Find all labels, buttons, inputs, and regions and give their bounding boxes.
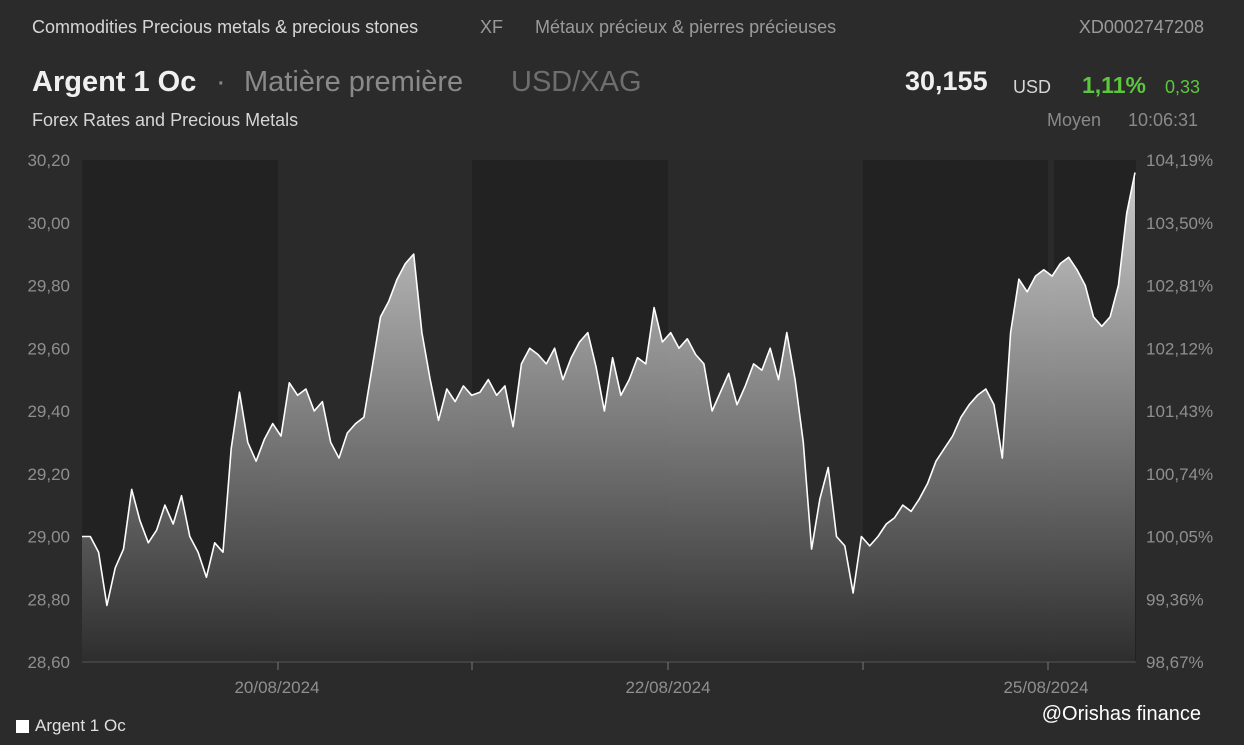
x-tick-label: 20/08/2024 [234, 678, 319, 697]
y-tick-label-right: 101,43% [1146, 402, 1213, 421]
y-tick-label-right: 99,36% [1146, 590, 1204, 609]
series-line [82, 172, 1136, 607]
watermark: @Orishas finance [1041, 703, 1201, 725]
price-area [82, 172, 1136, 662]
y-tick-label: 30,00 [27, 214, 70, 233]
currency-pair: USD/XAG [511, 66, 642, 98]
last-price: 30,155 [905, 66, 988, 96]
x-axis: 20/08/2024 22/08/2024 25/08/2024 [234, 662, 1089, 697]
quote-time: 10:06:31 [1128, 110, 1199, 130]
instrument-header: Argent 1 Oc · Matière première USD/XAG F… [0, 60, 1244, 140]
isin-label: XD0002747208 [1078, 17, 1204, 37]
y-axis-right: 104,19% 103,50% 102,81% 102,12% 101,43% 100,7… [1146, 151, 1213, 672]
instrument-type: Matière première [244, 66, 464, 98]
y-tick-label-right: 103,50% [1146, 214, 1213, 233]
y-tick-label: 29,60 [27, 339, 70, 358]
y-tick-label: 29,80 [27, 277, 70, 296]
top-bar: Commodities Precious metals & precious s… [0, 0, 1244, 56]
exchange-label: XF [480, 17, 504, 37]
y-tick-label-right: 102,81% [1146, 277, 1213, 296]
category-fr-label: Métaux précieux & pierres précieuses [535, 17, 837, 37]
y-tick-label: 29,20 [27, 465, 70, 484]
chart-legend[interactable]: Argent 1 Oc [16, 716, 126, 736]
change-absolute: 0,33 [1165, 77, 1201, 97]
area-fill [82, 172, 1135, 662]
y-tick-label: 29,00 [27, 528, 70, 547]
legend-label: Argent 1 Oc [35, 716, 126, 735]
instrument-name: Argent 1 Oc [32, 66, 197, 98]
y-tick-label: 29,40 [27, 402, 70, 421]
y-tick-label-right: 100,74% [1146, 465, 1213, 484]
y-tick-label-right: 100,05% [1146, 528, 1213, 547]
average-label: Moyen [1047, 110, 1102, 130]
x-tick-label: 25/08/2024 [1003, 678, 1088, 697]
price-currency: USD [1013, 77, 1052, 97]
y-axis-left: 30,20 30,00 29,80 29,60 29,40 29,20 29,00 28,80… [27, 151, 70, 672]
y-tick-label-right: 104,19% [1146, 151, 1213, 170]
title-separator: · [216, 66, 226, 98]
y-tick-label: 28,60 [27, 653, 70, 672]
y-tick-label: 30,20 [27, 151, 70, 170]
instrument-description: Forex Rates and Precious Metals [32, 110, 299, 130]
y-tick-label-right: 98,67% [1146, 653, 1204, 672]
category-label[interactable]: Commodities Precious metals & precious s… [32, 17, 419, 37]
change-percent: 1,11% [1082, 72, 1146, 98]
legend-swatch [16, 719, 29, 733]
price-chart[interactable]: 30,20 30,00 29,80 29,60 29,40 29,20 29,00 28,80… [0, 140, 1244, 700]
y-tick-label-right: 102,12% [1146, 339, 1213, 358]
y-tick-label: 28,80 [27, 590, 70, 609]
x-tick-label: 22/08/2024 [625, 678, 710, 697]
